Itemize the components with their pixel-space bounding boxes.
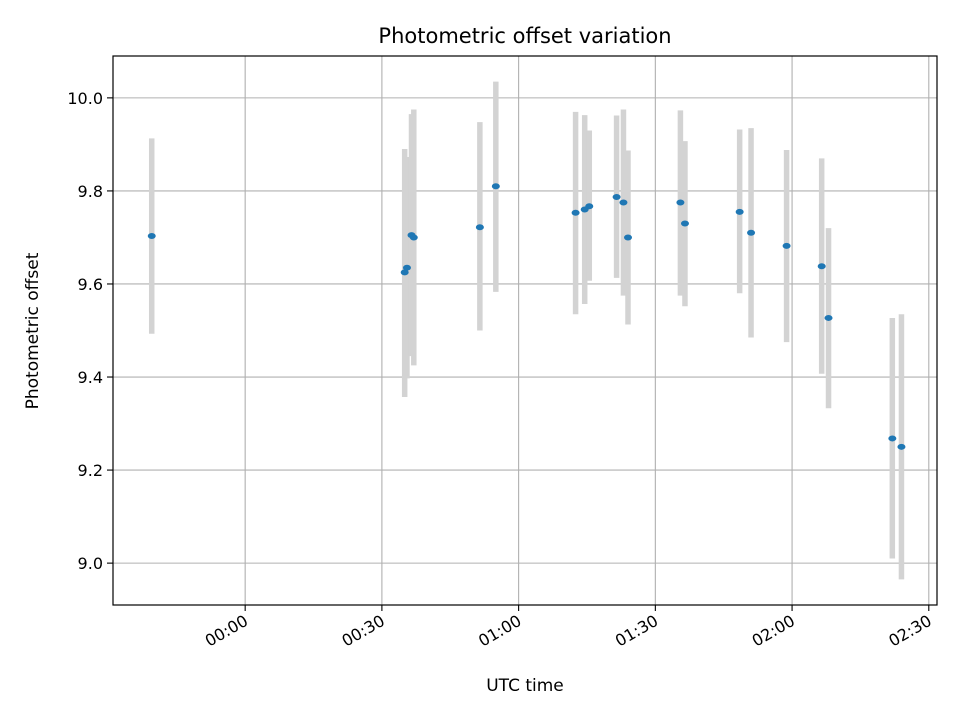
data-point <box>824 314 833 321</box>
data-point <box>619 199 628 206</box>
y-tick-label: 9.6 <box>78 275 103 294</box>
data-point <box>491 183 500 190</box>
data-point <box>400 269 409 276</box>
data-point <box>571 209 580 216</box>
data-point <box>475 224 484 231</box>
y-tick-label: 9.4 <box>78 368 103 387</box>
y-axis-ticks: 9.0 9.2 9.4 9.6 9.8 10.0 <box>67 89 113 573</box>
data-point <box>680 220 689 227</box>
y-tick-label: 9.2 <box>78 461 103 480</box>
data-point <box>624 234 632 241</box>
data-point <box>612 193 621 200</box>
y-tick-label: 9.8 <box>78 182 103 201</box>
data-point <box>585 203 594 210</box>
data-point <box>897 443 906 450</box>
data-point <box>782 242 791 249</box>
data-point <box>817 263 826 270</box>
y-tick-label: 9.0 <box>78 554 103 573</box>
data-point <box>676 199 685 206</box>
data-point <box>747 229 756 236</box>
data-point <box>147 233 156 240</box>
data-point <box>888 435 897 442</box>
x-axis-label: UTC time <box>486 676 564 696</box>
grid <box>113 56 937 605</box>
plot-frame <box>112 55 938 606</box>
y-axis-label: Photometric offset <box>23 252 43 409</box>
data-point <box>402 264 411 271</box>
data-point <box>735 208 744 215</box>
y-tick-label: 10.0 <box>67 89 103 108</box>
data-points <box>147 183 906 450</box>
data-point <box>409 234 418 241</box>
chart-title: Photometric offset variation <box>378 24 671 48</box>
